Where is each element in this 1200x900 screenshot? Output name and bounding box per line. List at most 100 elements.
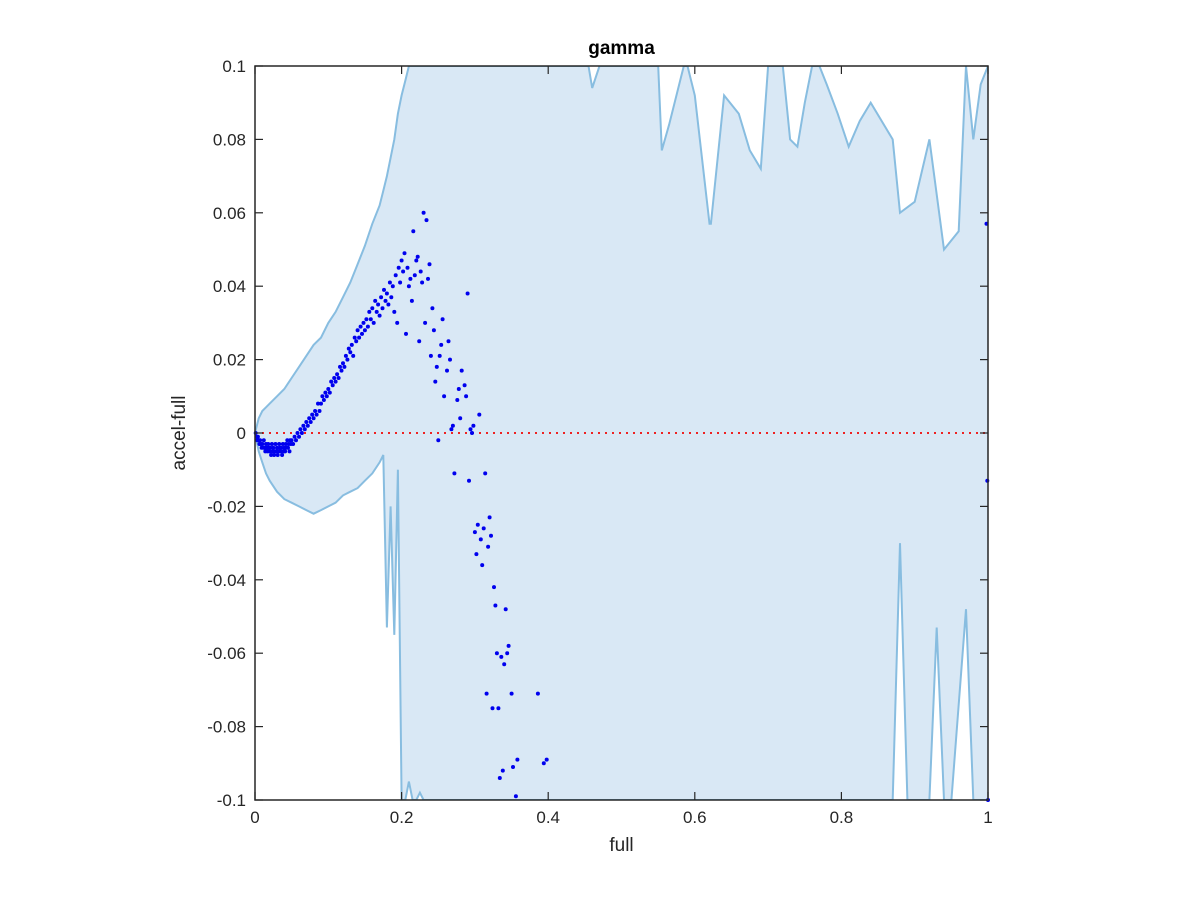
data-point — [404, 331, 408, 336]
data-point — [450, 423, 455, 428]
data-point — [295, 431, 300, 435]
data-point — [423, 320, 428, 325]
data-point — [326, 387, 331, 391]
data-point — [332, 376, 337, 380]
y-tick-label: 0.1 — [222, 57, 246, 76]
data-point — [258, 438, 263, 443]
data-point — [299, 431, 304, 435]
data-point — [408, 276, 413, 281]
data-point — [324, 394, 329, 399]
data-point — [387, 280, 392, 285]
data-point — [406, 284, 411, 289]
data-point — [314, 412, 319, 417]
data-point — [448, 357, 452, 362]
x-tick-label: 0 — [250, 808, 259, 827]
y-tick-label: -0.06 — [207, 644, 246, 663]
data-point — [427, 262, 432, 267]
data-point — [357, 335, 362, 340]
data-point — [395, 320, 400, 325]
data-point — [336, 376, 341, 380]
data-point — [339, 368, 344, 373]
y-tick-label: 0 — [237, 424, 246, 443]
data-point — [365, 324, 370, 329]
data-point — [283, 449, 288, 454]
x-tick-label: 0.6 — [683, 808, 707, 827]
data-point — [475, 522, 480, 527]
y-tick-label: 0.08 — [213, 130, 246, 149]
data-point — [371, 320, 376, 325]
data-point — [490, 706, 495, 711]
data-point — [280, 442, 285, 446]
y-tick-label: -0.02 — [207, 497, 246, 516]
x-tick-label: 1 — [983, 808, 992, 827]
data-point — [462, 383, 467, 388]
x-tick-label: 0.8 — [830, 808, 854, 827]
data-point — [458, 416, 463, 421]
data-point — [273, 442, 278, 446]
data-point — [289, 438, 294, 443]
data-point — [327, 390, 332, 395]
data-point — [330, 383, 335, 388]
data-point — [349, 342, 354, 347]
data-point — [287, 449, 292, 454]
data-point — [386, 302, 391, 307]
data-point — [399, 258, 404, 263]
data-point — [417, 339, 422, 344]
data-point — [272, 453, 277, 457]
data-point — [396, 265, 401, 270]
y-tick-label: -0.04 — [207, 571, 246, 590]
data-point — [515, 757, 520, 762]
data-point — [478, 537, 483, 542]
data-point — [360, 331, 364, 336]
data-point — [382, 287, 386, 292]
data-point — [471, 423, 476, 428]
data-point — [368, 317, 373, 322]
data-point — [393, 273, 398, 278]
data-point — [452, 471, 457, 476]
data-point — [500, 768, 505, 773]
data-point — [502, 662, 507, 667]
data-point — [467, 478, 471, 483]
data-point — [415, 254, 420, 259]
confidence-band — [255, 66, 988, 800]
data-point — [405, 265, 410, 270]
y-tick-label: 0.02 — [213, 351, 246, 370]
data-point — [355, 328, 360, 333]
data-point — [301, 423, 306, 428]
data-point — [436, 438, 441, 443]
x-axis-label: full — [609, 835, 633, 856]
data-point — [456, 387, 461, 391]
data-point — [430, 306, 435, 311]
data-point — [484, 691, 489, 696]
axis-ticks: 0 0.2 0.4 0.6 0.8 1 -0.1 -0.08 -0.06 -0.04 -0.02 0 0… — [207, 57, 992, 827]
data-point — [411, 229, 416, 234]
y-tick-label: -0.1 — [217, 791, 246, 810]
data-point — [373, 298, 378, 303]
data-point — [261, 438, 266, 443]
data-point — [433, 379, 438, 384]
data-point — [277, 442, 282, 446]
data-point — [342, 364, 347, 369]
data-point — [364, 317, 369, 322]
data-point — [401, 269, 406, 274]
data-point — [445, 368, 449, 373]
data-point — [392, 309, 397, 314]
data-point — [439, 342, 444, 347]
data-point — [544, 757, 549, 762]
data-point — [298, 427, 303, 432]
data-point — [294, 438, 298, 443]
data-point — [474, 552, 479, 557]
data-point — [470, 431, 474, 435]
data-point — [345, 357, 350, 362]
data-point — [361, 320, 366, 325]
data-point — [431, 328, 436, 333]
data-point — [390, 284, 395, 289]
data-point — [313, 409, 318, 413]
data-point — [297, 434, 301, 439]
data-point — [268, 445, 273, 450]
data-point — [459, 368, 464, 373]
data-point — [374, 309, 379, 314]
data-point — [280, 453, 285, 457]
data-point — [269, 442, 274, 446]
data-point — [380, 306, 385, 311]
